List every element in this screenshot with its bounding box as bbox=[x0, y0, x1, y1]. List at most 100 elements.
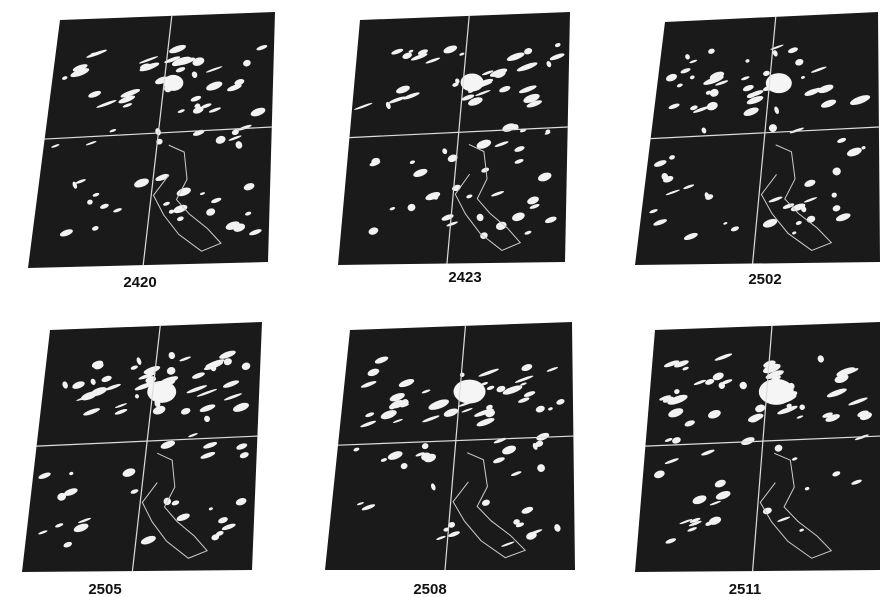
cloud bbox=[228, 135, 242, 141]
cloud bbox=[163, 201, 170, 206]
cloud bbox=[513, 519, 520, 525]
cloud bbox=[192, 57, 205, 66]
parallel bbox=[349, 126, 568, 139]
cloud bbox=[803, 197, 818, 203]
cloud bbox=[206, 81, 223, 91]
cloud bbox=[92, 226, 99, 231]
cloud bbox=[801, 75, 805, 79]
cloud bbox=[668, 103, 680, 110]
cloud bbox=[233, 223, 246, 232]
cloud bbox=[665, 538, 677, 544]
parallel bbox=[650, 126, 879, 140]
cloud bbox=[134, 381, 155, 391]
cloud bbox=[834, 374, 849, 383]
cloud bbox=[72, 64, 88, 72]
cloud bbox=[682, 366, 689, 371]
cloud bbox=[774, 444, 783, 452]
cloud bbox=[118, 95, 136, 104]
cloud bbox=[459, 52, 465, 56]
cloud bbox=[231, 129, 239, 136]
cloud bbox=[371, 157, 380, 165]
cloud bbox=[810, 66, 827, 73]
cloud bbox=[741, 76, 750, 81]
satellite-panel bbox=[325, 322, 575, 571]
cloud bbox=[223, 380, 240, 388]
cloud bbox=[822, 412, 833, 418]
coastline bbox=[452, 452, 527, 559]
cloud bbox=[233, 402, 249, 412]
cloud bbox=[380, 458, 387, 462]
cloud bbox=[518, 397, 530, 403]
cloud bbox=[554, 524, 561, 532]
cloud bbox=[250, 107, 266, 117]
cloud bbox=[136, 357, 142, 365]
cloud bbox=[239, 452, 249, 459]
cloud bbox=[668, 408, 684, 418]
cloud bbox=[236, 443, 248, 450]
cloud bbox=[812, 87, 821, 92]
cloud bbox=[245, 211, 252, 216]
cloud bbox=[831, 192, 837, 198]
cloud bbox=[502, 445, 517, 455]
cloud bbox=[169, 44, 186, 54]
cloud bbox=[782, 203, 795, 209]
cloud bbox=[486, 385, 495, 391]
cloud bbox=[200, 451, 216, 459]
cloud bbox=[526, 100, 542, 108]
cloud bbox=[415, 452, 425, 457]
cloud bbox=[861, 146, 866, 150]
cloud bbox=[535, 405, 545, 413]
cloud bbox=[799, 404, 805, 410]
cloud bbox=[506, 52, 525, 62]
cloud bbox=[529, 204, 540, 209]
cloud bbox=[672, 437, 681, 444]
cloud bbox=[199, 192, 205, 196]
cloud bbox=[177, 216, 184, 222]
image-area bbox=[325, 322, 575, 570]
cloud bbox=[448, 521, 456, 528]
cloud bbox=[374, 356, 389, 364]
cloud bbox=[190, 95, 202, 102]
cloud bbox=[413, 168, 428, 178]
cloud bbox=[712, 372, 724, 381]
cloud bbox=[223, 358, 232, 366]
panel-label: 2505 bbox=[88, 581, 121, 597]
cloud bbox=[70, 68, 90, 78]
cloud bbox=[480, 81, 492, 87]
cloud bbox=[92, 192, 100, 197]
cloud bbox=[402, 52, 413, 60]
cloud bbox=[160, 440, 176, 449]
cloud bbox=[835, 213, 851, 222]
cloud bbox=[428, 399, 449, 410]
cloud bbox=[554, 42, 561, 48]
cloud-cell bbox=[147, 380, 177, 403]
cloud bbox=[155, 173, 170, 182]
cloud bbox=[130, 489, 139, 494]
cloud bbox=[423, 453, 436, 463]
image-area bbox=[635, 322, 880, 572]
cloud bbox=[51, 144, 60, 148]
cloud bbox=[389, 207, 396, 211]
cloud bbox=[85, 140, 97, 146]
cloud bbox=[524, 230, 532, 235]
panel-label: 2508 bbox=[413, 581, 446, 597]
cloud bbox=[256, 45, 268, 51]
satellite-panel bbox=[635, 12, 880, 265]
cloud bbox=[486, 404, 493, 410]
cloud bbox=[703, 75, 724, 85]
cloud bbox=[64, 488, 78, 496]
cloud bbox=[706, 101, 718, 111]
cloud bbox=[544, 131, 551, 135]
cloud bbox=[510, 471, 522, 477]
cloud bbox=[120, 88, 141, 98]
cloud bbox=[548, 407, 553, 411]
cloud bbox=[770, 44, 784, 50]
cloud bbox=[75, 179, 86, 184]
cloud bbox=[55, 523, 64, 528]
cloud bbox=[86, 49, 107, 58]
cloud bbox=[501, 541, 515, 547]
cloud bbox=[192, 372, 205, 379]
cloud-cell bbox=[163, 74, 184, 91]
cloud bbox=[654, 160, 667, 167]
cloud bbox=[433, 195, 439, 200]
